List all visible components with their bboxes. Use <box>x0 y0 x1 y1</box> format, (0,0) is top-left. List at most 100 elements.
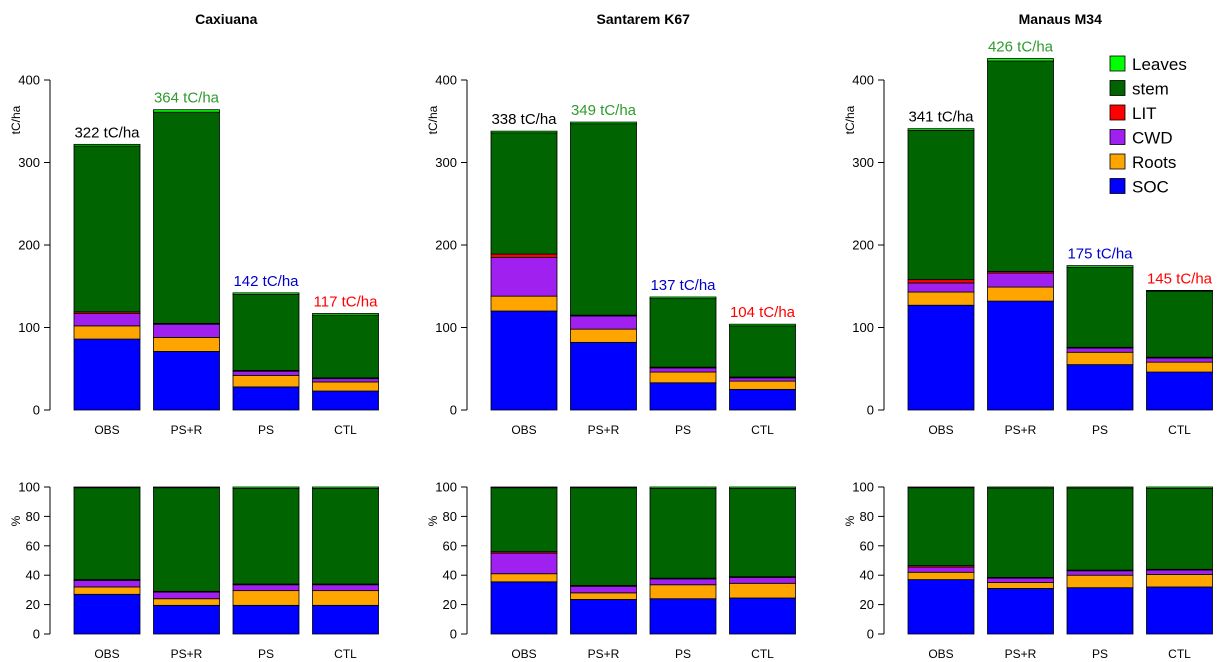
total-label-obs: 338 tC/ha <box>491 111 557 128</box>
bar-segment-ps-stem <box>232 488 300 585</box>
y-tick-label: 100 <box>435 320 457 335</box>
legend-label: SOC <box>1132 178 1169 197</box>
bar-segment-ps-r-soc <box>570 341 637 411</box>
y-tick-label: 100 <box>435 480 457 495</box>
bar-segment-ps-r-roots <box>570 592 637 600</box>
y-tick-label: 0 <box>33 403 40 418</box>
panel-santarem-k67-percent: 0 20 40 60 80 100% OBS PS+R PS CTL <box>426 480 796 661</box>
bar-segment-ps-r-soc <box>153 351 220 411</box>
panel-title: Caxiuana <box>195 11 257 27</box>
x-tick-label: CTL <box>751 647 774 661</box>
bar-segment-ps-r-soc <box>987 588 1054 635</box>
legend-swatch <box>1109 104 1126 121</box>
bar-segment-obs-cwd <box>907 282 975 293</box>
x-tick-label: OBS <box>511 647 536 661</box>
y-tick-label: 400 <box>435 73 457 88</box>
bar-segment-ctl-roots <box>1146 574 1213 588</box>
bar-segment-ps-r-stem <box>570 123 637 316</box>
total-label-ps: 137 tC/ha <box>650 277 716 294</box>
bar-segment-ps-cwd <box>232 584 300 592</box>
bar-segment-ps-r-leaves <box>987 58 1054 62</box>
bar-segment-obs-cwd <box>490 552 558 575</box>
y-tick-label: 200 <box>852 238 874 253</box>
bar-segment-ps-r-cwd <box>570 315 637 330</box>
bar-segment-obs-stem <box>73 487 141 581</box>
bar-segment-ps-soc <box>1066 364 1134 411</box>
bar-segment-obs-leaves <box>490 486 558 489</box>
y-axis-label: tC/ha <box>843 105 857 134</box>
total-label-ps: 142 tC/ha <box>233 273 299 290</box>
legend-item-roots: Roots <box>1109 153 1176 172</box>
bar-segment-ps-soc <box>1066 587 1134 635</box>
bar-segment-ctl-cwd <box>729 577 796 584</box>
y-tick-label: 40 <box>443 568 457 583</box>
x-tick-label: PS+R <box>171 423 203 437</box>
total-label-ps-r: 426 tC/ha <box>988 39 1054 56</box>
bar-segment-ps-r-stem <box>987 60 1054 272</box>
panel-manaus-m34-percent: 0 20 40 60 80 100% OBS PS+R PS CTL <box>843 480 1213 661</box>
bar-segment-ps-soc <box>649 598 717 635</box>
bar-segment-ps-r-roots <box>987 286 1054 302</box>
bar-segment-ctl-leaves <box>1146 289 1213 292</box>
bar-segment-ctl-soc <box>1146 586 1213 635</box>
bar-segment-ctl-leaves <box>729 486 796 489</box>
bar-segment-ctl-soc <box>1146 371 1213 411</box>
bar-segment-ps-cwd <box>1066 570 1134 576</box>
x-tick-label: PS+R <box>1005 647 1037 661</box>
bar-segment-ctl-soc <box>729 597 796 635</box>
bar-segment-ps-leaves <box>1066 265 1134 268</box>
x-tick-label: PS <box>675 423 691 437</box>
legend-swatch <box>1109 55 1126 72</box>
bar-segment-obs-roots <box>73 325 141 340</box>
bar-segment-obs-stem <box>490 132 558 255</box>
legend-label: Leaves <box>1132 55 1187 74</box>
bar-segment-ps-r-roots <box>987 582 1054 589</box>
bar-segment-obs-stem <box>490 487 558 553</box>
bar-segment-ctl-stem <box>1146 290 1213 358</box>
panel-title: Manaus M34 <box>1019 11 1102 27</box>
bar-segment-ctl-cwd <box>312 584 379 592</box>
bar-segment-ctl-leaves <box>312 313 379 316</box>
bar-segment-obs-soc <box>73 593 141 635</box>
y-tick-label: 300 <box>435 155 457 170</box>
bar-segment-ps-cwd <box>232 370 300 376</box>
bar-segment-obs-leaves <box>73 143 141 147</box>
panel-caxiuana-percent: 0 20 40 60 80 100% OBS PS+R PS CTL <box>9 480 379 661</box>
y-tick-label: 0 <box>450 403 457 418</box>
bar-segment-ctl-roots <box>1146 361 1213 373</box>
bar-segment-ps-r-leaves <box>153 486 220 489</box>
legend-swatch <box>1109 153 1126 170</box>
panel-caxiuana-absolute: Caxiuana 0 100 200 300 400 tC/ha OBS 322 tC/ha PS… <box>9 11 379 437</box>
y-tick-label: 40 <box>26 568 40 583</box>
x-tick-label: PS+R <box>588 423 620 437</box>
legend-item-soc: SOC <box>1109 178 1169 197</box>
legend-item-lit: LIT <box>1109 104 1157 123</box>
bar-segment-ps-leaves <box>232 486 300 489</box>
y-tick-label: 400 <box>18 73 40 88</box>
bar-segment-obs-soc <box>73 338 141 411</box>
bar-segment-obs-soc <box>907 579 975 635</box>
bar-segment-obs-cwd <box>490 256 558 297</box>
x-tick-label: PS <box>1092 423 1108 437</box>
total-label-obs: 322 tC/ha <box>74 124 140 141</box>
bar-segment-ctl-roots <box>312 381 379 392</box>
bar-segment-ctl-soc <box>312 390 379 411</box>
x-tick-label: PS <box>258 647 274 661</box>
bar-segment-obs-roots <box>490 295 558 312</box>
bar-segment-ps-stem <box>649 298 717 368</box>
bar-segment-obs-leaves <box>907 128 975 131</box>
bar-segment-ps-roots <box>1066 574 1134 589</box>
legend-label: CWD <box>1132 129 1173 148</box>
bar-segment-obs-cwd <box>907 566 975 573</box>
bar-segment-ps-leaves <box>1066 486 1134 489</box>
bar-segment-ps-roots <box>232 590 300 606</box>
bar-segment-ps-r-cwd <box>987 577 1054 583</box>
bar-segment-ps-roots <box>1066 351 1134 366</box>
y-tick-label: 300 <box>852 155 874 170</box>
total-label-ps-r: 349 tC/ha <box>571 102 637 119</box>
x-tick-label: CTL <box>1168 647 1191 661</box>
bar-segment-ps-stem <box>1066 487 1134 571</box>
bar-segment-obs-roots <box>907 571 975 581</box>
bar-segment-ctl-roots <box>312 590 379 606</box>
bar-segment-ctl-leaves <box>1146 486 1213 489</box>
